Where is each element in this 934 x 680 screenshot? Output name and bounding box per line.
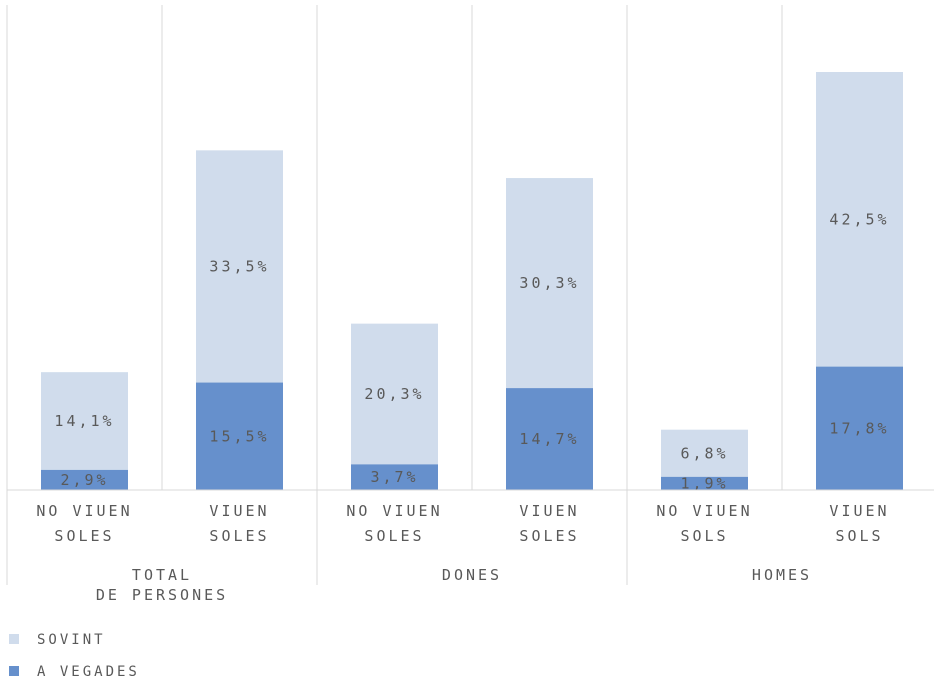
group-tick-label: DE PERSONES bbox=[96, 586, 228, 604]
bar-sovint bbox=[661, 429, 748, 477]
data-label-sovint: 30,3% bbox=[519, 274, 579, 292]
data-label-a-vegades: 17,8% bbox=[829, 419, 889, 437]
bar-sovint bbox=[816, 72, 903, 367]
data-label-a-vegades: 14,7% bbox=[519, 430, 579, 448]
category-tick-label: SOLES bbox=[54, 527, 114, 545]
category-tick-label: NO VIUEN bbox=[36, 502, 132, 520]
data-label-a-vegades: 3,7% bbox=[370, 468, 418, 486]
category-tick-label: SOLS bbox=[680, 527, 728, 545]
bar-a-vegades bbox=[816, 366, 903, 490]
legend-swatch bbox=[9, 666, 19, 676]
data-label-sovint: 6,8% bbox=[680, 444, 728, 462]
category-tick-label: NO VIUEN bbox=[346, 502, 442, 520]
bar-a-vegades bbox=[351, 464, 438, 490]
legend-label: SOVINT bbox=[37, 632, 106, 648]
category-tick-label: NO VIUEN bbox=[656, 502, 752, 520]
category-tick-label: SOLES bbox=[209, 527, 269, 545]
legend-label: A VEGADES bbox=[37, 664, 140, 680]
bar-sovint bbox=[506, 178, 593, 389]
data-label-sovint: 20,3% bbox=[364, 385, 424, 403]
bar-sovint bbox=[351, 323, 438, 465]
group-tick-label: TOTAL bbox=[132, 566, 192, 584]
category-tick-label: SOLES bbox=[364, 527, 424, 545]
bar-a-vegades bbox=[41, 469, 128, 490]
data-label-a-vegades: 2,9% bbox=[60, 471, 108, 489]
bar-a-vegades bbox=[661, 476, 748, 490]
bar-sovint bbox=[196, 150, 283, 383]
group-tick-label: HOMES bbox=[752, 566, 812, 584]
category-tick-label: VIUEN bbox=[209, 502, 269, 520]
bar-sovint bbox=[41, 372, 128, 470]
group-tick-label: DONES bbox=[442, 566, 502, 584]
category-tick-label: SOLES bbox=[519, 527, 579, 545]
data-label-a-vegades: 1,9% bbox=[680, 474, 728, 492]
category-tick-label: VIUEN bbox=[829, 502, 889, 520]
data-label-sovint: 14,1% bbox=[54, 412, 114, 430]
legend-swatch bbox=[9, 634, 19, 644]
category-tick-label: VIUEN bbox=[519, 502, 579, 520]
bar-a-vegades bbox=[196, 382, 283, 490]
category-tick-label: SOLS bbox=[835, 527, 883, 545]
data-label-sovint: 42,5% bbox=[829, 210, 889, 228]
data-label-sovint: 33,5% bbox=[209, 257, 269, 275]
data-label-a-vegades: 15,5% bbox=[209, 427, 269, 445]
bar-a-vegades bbox=[506, 388, 593, 490]
